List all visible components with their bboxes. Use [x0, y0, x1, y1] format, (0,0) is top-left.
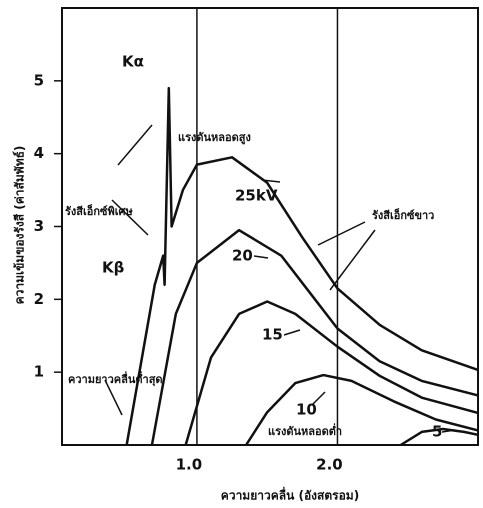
annotation: ความยาวคลื่นต่ำสุด	[68, 371, 163, 387]
series-label: 5	[432, 423, 442, 441]
y-tick-label: 2	[34, 290, 44, 308]
chart: ความยาวคลื่น (อังสตรอม) ความเข้มของรังสี…	[0, 0, 483, 508]
y-tick-label: 3	[34, 217, 44, 235]
arrow	[284, 330, 300, 335]
y-axis-label: ความเข้มของรังสี (ค่าสัมพัทธ์)	[13, 146, 27, 305]
x-axis-label: ความยาวคลื่น (อังสตรอม)	[221, 487, 359, 503]
arrow	[118, 125, 152, 165]
arrow	[254, 256, 268, 258]
annotation: แรงดันหลอดต่ำ	[268, 423, 342, 438]
annotation: Kβ	[102, 259, 125, 277]
y-tick-label: 1	[34, 363, 44, 381]
annotation: รังสีเอ็กซ์ขาว	[372, 208, 434, 222]
y-tick-label: 4	[34, 144, 44, 162]
x-tick-label: 1.0	[176, 456, 203, 474]
series-label: 10	[296, 401, 317, 419]
annotation: รังสีเอ็กซ์พิเศษ	[65, 204, 133, 218]
annotation: Kα	[122, 53, 144, 71]
y-tick-label: 5	[34, 71, 44, 89]
series-label: 15	[262, 326, 283, 344]
x-tick-label: 2.0	[316, 456, 343, 474]
annotation: แรงดันหลอดสูง	[178, 131, 251, 145]
series-label: 20	[232, 247, 253, 265]
arrow	[318, 222, 365, 245]
series-label: 25kV	[235, 187, 278, 205]
